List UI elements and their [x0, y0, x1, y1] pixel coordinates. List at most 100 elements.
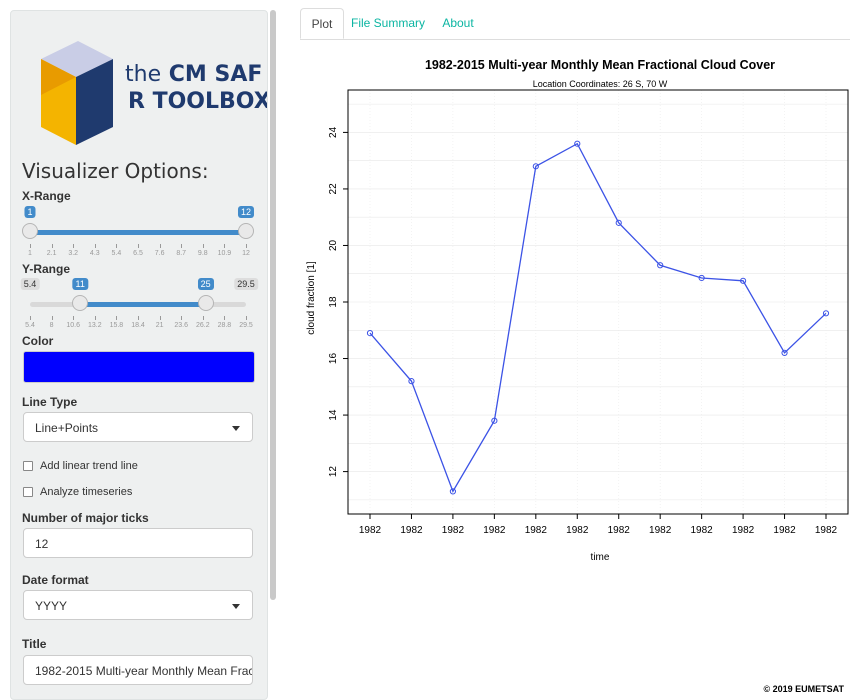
trend-line-checkbox-row[interactable]: Add linear trend line: [23, 460, 138, 472]
x-tick-label: 1982: [649, 525, 672, 536]
slider-grid-tick: [159, 316, 161, 320]
x-range-from-handle[interactable]: [22, 223, 38, 239]
slider-grid-tick: [73, 316, 75, 320]
data-point: [739, 277, 747, 284]
sidebar-scrollbar[interactable]: [270, 10, 276, 600]
slider-grid-label: 5.4: [111, 250, 122, 257]
tab-file-summary[interactable]: File Summary: [350, 16, 425, 30]
chart-subtitle: Location Coordinates: 26 S, 70 W: [533, 79, 668, 89]
cloud-fraction-series: [366, 140, 830, 495]
y-range-min-badge: 5.4: [20, 278, 40, 290]
y-range-to-badge: 25: [197, 278, 214, 290]
y-range-max-badge: 29.5: [234, 278, 258, 290]
slider-grid-label: 9.8: [197, 250, 208, 257]
y-axis-label: cloud fraction [1]: [306, 261, 317, 335]
y-tick-label: 14: [328, 409, 339, 421]
y-tick-label: 16: [328, 353, 339, 365]
slider-grid-label: 5.4: [25, 322, 35, 329]
y-range-grid: 5.4 8 10.6 13.2 15.8 18.4 21 23.6 26.2 28.8 29.5: [25, 316, 253, 336]
slider-grid-label: 10.6: [66, 322, 80, 329]
slider-grid-tick: [51, 244, 53, 248]
slider-grid-label: 10.9: [217, 250, 232, 257]
line-type-value: Line+Points: [35, 421, 99, 435]
slider-grid-tick: [202, 316, 204, 320]
copyright-footer: © 2019 EUMETSAT: [763, 684, 845, 694]
tab-about[interactable]: About: [442, 16, 474, 30]
slider-grid-tick: [116, 244, 118, 248]
x-range-fill: [30, 230, 246, 235]
y-tick-label: 24: [328, 126, 339, 138]
x-range-to-badge: 12: [237, 206, 255, 218]
slider-grid-label: 4.3: [89, 250, 100, 257]
slider-grid-label: 29.5: [239, 322, 253, 329]
slider-grid-tick: [138, 316, 139, 320]
title-input[interactable]: 1982-2015 Multi-year Monthly Mean Fracti…: [23, 655, 253, 685]
x-axis-label: time: [591, 552, 610, 563]
slider-grid-tick: [94, 316, 96, 320]
cloud-cover-chart: 1982-2015 Multi-year Monthly Mean Fracti…: [306, 58, 849, 563]
y-range-slider[interactable]: 5.4 29.5 11 25 5.4 8 10.6 13.2 15.8 18.4 21 23.…: [20, 278, 258, 338]
slider-grid-label: 26.2: [195, 322, 210, 329]
slider-grid-label: 7.6: [154, 250, 165, 257]
slider-grid-tick: [116, 316, 118, 320]
slider-grid-tick: [94, 244, 96, 248]
slider-grid-label: 18.4: [131, 322, 145, 329]
analyze-timeseries-checkbox[interactable]: [23, 487, 33, 497]
chart-grid: [348, 90, 848, 514]
series-line: [369, 142, 827, 493]
slider-grid-label: 8.7: [176, 250, 187, 257]
data-point: [781, 349, 788, 356]
x-tick-label: 1982: [773, 525, 796, 536]
data-point: [822, 310, 830, 317]
major-ticks-input[interactable]: 12: [23, 528, 253, 558]
slider-grid-tick: [30, 316, 31, 320]
logo-text-toolbox: R TOOLBOX: [128, 89, 268, 114]
y-range-fill: [80, 302, 206, 307]
data-point: [532, 163, 539, 170]
slider-grid-label: 21: [155, 322, 164, 329]
y-tick-label: 18: [328, 296, 339, 308]
y-range-label: Y-Range: [22, 262, 71, 276]
slider-grid-label: 15.8: [109, 322, 124, 329]
trend-line-checkbox[interactable]: [23, 461, 33, 471]
tab-plot[interactable]: Plot: [300, 8, 344, 39]
caret-down-icon: [232, 426, 240, 431]
logo-text-the: the: [125, 62, 162, 87]
line-type-select[interactable]: Line+Points: [23, 412, 253, 442]
x-tick-label: 1982: [442, 525, 465, 536]
color-picker[interactable]: [23, 351, 255, 383]
slider-grid-tick: [246, 244, 247, 248]
x-tick-label: 1982: [732, 525, 755, 536]
date-format-value: YYYY: [35, 599, 68, 613]
data-point: [657, 262, 664, 269]
y-range-to-handle[interactable]: [197, 295, 214, 311]
data-point: [366, 329, 374, 337]
date-format-label: Date format: [22, 573, 89, 587]
slider-grid-tick: [73, 244, 75, 248]
tab-bar: Plot File Summary About: [300, 8, 850, 40]
x-tick-label: 1982: [525, 525, 548, 536]
major-ticks-label: Number of major ticks: [22, 511, 149, 525]
analyze-timeseries-label: Analyze timeseries: [40, 486, 133, 498]
logo-text-cmsaf: CM SAF: [168, 62, 263, 87]
x-range-to-handle[interactable]: [238, 223, 254, 239]
logo-cube-icon: [41, 41, 113, 145]
x-axis: 1982 1982 1982 1982 1982 1982 1982 1982 1982 1982…: [359, 514, 838, 536]
trend-line-label: Add linear trend line: [40, 460, 138, 472]
slider-grid-tick: [30, 244, 31, 248]
data-point: [698, 274, 705, 282]
color-label: Color: [22, 334, 54, 348]
x-range-grid: 1 2.1 3.2 4.3 5.4 6.5 7.6 8.7 9.8 10.9 12: [28, 244, 250, 264]
x-tick-label: 1982: [483, 525, 506, 536]
chart-title: 1982-2015 Multi-year Monthly Mean Fracti…: [425, 58, 775, 72]
analyze-timeseries-checkbox-row[interactable]: Analyze timeseries: [23, 486, 132, 498]
data-point: [449, 488, 457, 495]
y-range-from-handle[interactable]: [72, 295, 89, 311]
cm-saf-logo: the CM SAF R TOOLBOX: [33, 39, 267, 149]
slider-grid-tick: [138, 244, 139, 248]
x-range-slider[interactable]: 1 12 1 2.1 3.2 4.3 5.4 6.5 7.6 8.7 9.8 10.9 12: [22, 206, 255, 266]
x-tick-label: 1982: [400, 525, 423, 536]
visualizer-options-title: Visualizer Options:: [22, 159, 209, 183]
date-format-select[interactable]: YYYY: [23, 590, 253, 620]
x-tick-label: 1982: [566, 525, 589, 536]
